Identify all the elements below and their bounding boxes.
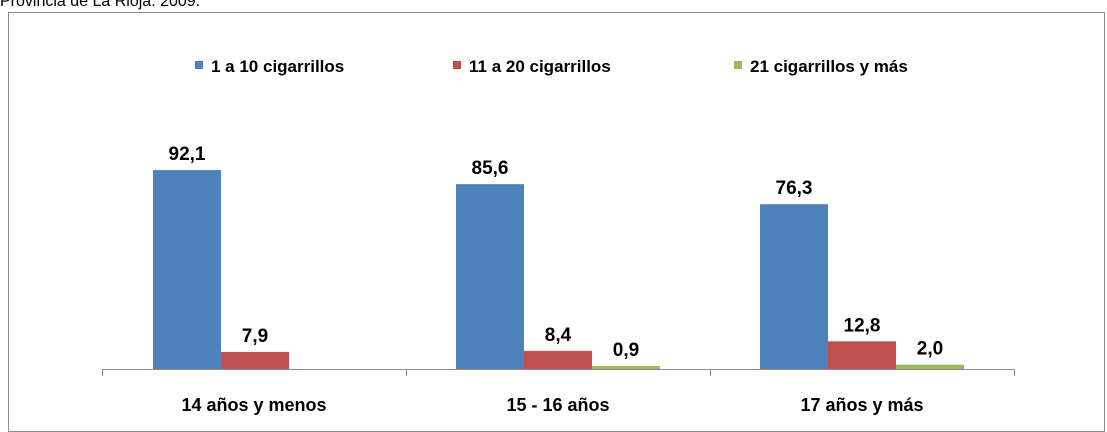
chart-legend: 1 a 10 cigarrillos 11 a 20 cigarrillos 21 … bbox=[195, 57, 908, 76]
legend-label-1: 1 a 10 cigarrillos bbox=[211, 57, 344, 76]
bar-2-series-1 bbox=[456, 184, 524, 369]
bar-1-series-1 bbox=[153, 170, 221, 369]
legend-label-3: 21 cigarrillos y más bbox=[750, 57, 908, 76]
legend-swatch-2 bbox=[453, 61, 461, 69]
bar-2-series-3 bbox=[592, 366, 660, 369]
data-label-3-series-1: 76,3 bbox=[776, 178, 813, 199]
chart-data-labels: 92,1 7,9 85,6 8,4 0,9 76,3 12,8 2,0 bbox=[169, 144, 944, 361]
bar-1-series-2 bbox=[221, 351, 289, 369]
bar-2-series-2 bbox=[524, 350, 592, 369]
data-label-2-series-2: 8,4 bbox=[545, 325, 572, 346]
data-label-3-series-2: 12,8 bbox=[844, 315, 881, 336]
category-label-1: 14 años y menos bbox=[181, 395, 326, 415]
bar-3-series-3 bbox=[896, 364, 964, 369]
data-label-1-series-2: 7,9 bbox=[242, 326, 268, 347]
category-label-3: 17 años y más bbox=[800, 395, 923, 415]
category-label-2: 15 - 16 años bbox=[506, 395, 609, 415]
legend-swatch-3 bbox=[734, 61, 742, 69]
chart-bars bbox=[153, 170, 964, 369]
data-label-1-series-1: 92,1 bbox=[169, 144, 206, 165]
chart-x-axis: 14 años y menos 15 - 16 años 17 años y más bbox=[102, 369, 1015, 415]
chart-caption: Provincia de La Rioja. 2009. bbox=[0, 0, 201, 10]
data-label-2-series-1: 85,6 bbox=[472, 158, 509, 179]
bar-chart: 1 a 10 cigarrillos 11 a 20 cigarrillos 21 … bbox=[102, 57, 1015, 415]
legend-swatch-1 bbox=[195, 61, 203, 69]
bar-3-series-2 bbox=[828, 341, 896, 369]
data-label-2-series-3: 0,9 bbox=[613, 340, 639, 361]
bar-3-series-1 bbox=[760, 204, 828, 369]
data-label-3-series-3: 2,0 bbox=[917, 339, 943, 360]
legend-label-2: 11 a 20 cigarrillos bbox=[469, 57, 611, 76]
